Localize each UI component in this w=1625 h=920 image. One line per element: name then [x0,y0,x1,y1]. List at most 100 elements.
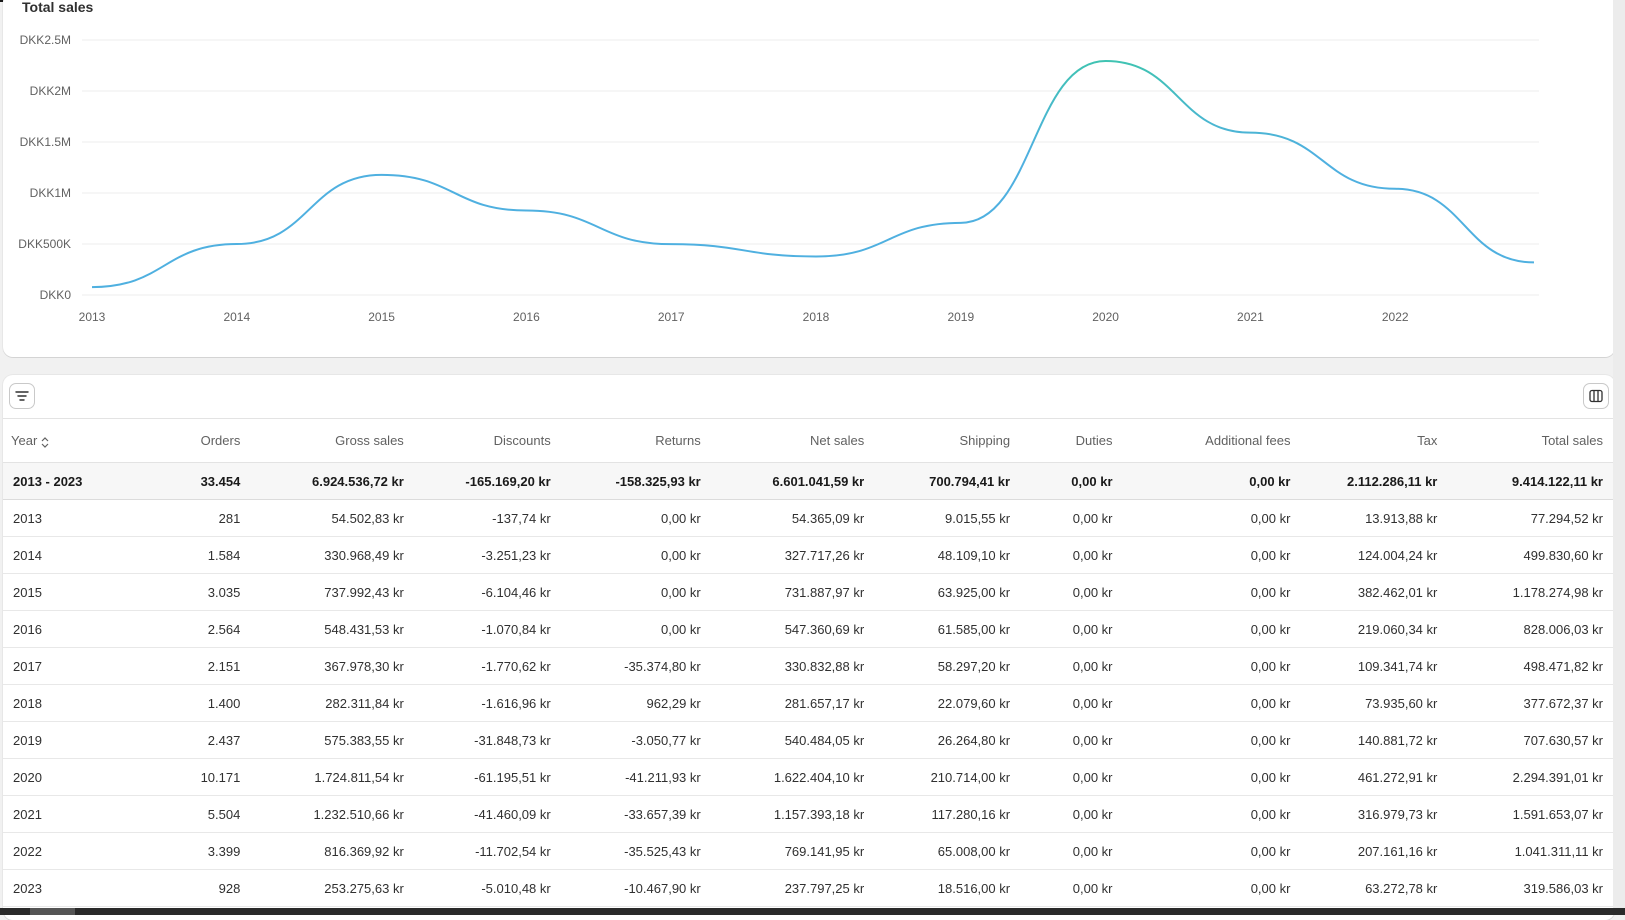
table-cell: 330.968,49 kr [252,536,416,574]
x-tick-label: 2019 [947,310,974,324]
data-point-2019[interactable] [958,220,964,226]
x-tick-label: 2013 [79,310,106,324]
columns-button[interactable] [1583,383,1609,409]
y-tick-label: DKK1.5M [20,135,71,149]
horizontal-scrollbar-thumb[interactable] [30,908,75,915]
data-point-2016[interactable] [523,208,529,214]
table-cell: 0,00 kr [562,610,713,648]
column-header-net-sales[interactable]: Net sales [712,419,877,463]
vertical-scrollbar[interactable] [1613,0,1625,908]
table-cell: 1.724.811,54 kr [252,758,416,796]
table-cell: -1.070,84 kr [415,610,563,648]
table-cell: 1.400 [132,684,253,722]
table-cell: -3.251,23 kr [415,536,563,574]
table-body: 2013 - 2023 33.454 6.924.536,72 kr -165.… [3,462,1615,907]
table-cell: 9.015,55 kr [876,499,1023,537]
table-row[interactable]: 2016 2.564 548.431,53 kr -1.070,84 kr 0,00 k… [3,610,1615,648]
table-cell: 2022 [3,832,133,870]
table-cell: -41.460,09 kr [415,795,563,833]
table-cell: 3.035 [132,573,253,611]
total-cell: -158.325,93 kr [562,462,713,500]
table-row[interactable]: 2017 2.151 367.978,30 kr -1.770,62 kr -35.37… [3,647,1615,685]
table-cell: 2016 [3,610,133,648]
column-header-orders[interactable]: Orders [132,419,253,463]
column-header-year[interactable]: Year [3,419,133,463]
table-row[interactable]: 2022 3.399 816.369,92 kr -11.702,54 kr -35.5… [3,832,1615,870]
table-cell: 2023 [3,869,133,907]
total-cell: 2013 - 2023 [3,462,133,500]
table-cell: 548.431,53 kr [252,610,416,648]
table-cell: 0,00 kr [1022,647,1125,685]
x-tick-label: 2017 [658,310,685,324]
filter-icon [15,391,29,401]
table-cell: 63.925,00 kr [876,573,1023,611]
data-point-2017[interactable] [668,241,674,247]
table-row[interactable]: 2015 3.035 737.992,43 kr -6.104,46 kr 0,00 k… [3,573,1615,611]
y-tick-label: DKK1M [30,186,71,200]
table-row[interactable]: 2013 281 54.502,83 kr -137,74 kr 0,00 kr 54.3… [3,499,1615,537]
table-row[interactable]: 2018 1.400 282.311,84 kr -1.616,96 kr 962,29… [3,684,1615,722]
data-point-2014[interactable] [234,241,240,247]
table-row[interactable]: 2019 2.437 575.383,55 kr -31.848,73 kr -3.05… [3,721,1615,759]
data-point-2023[interactable] [1531,259,1537,265]
data-point-2020[interactable] [1103,58,1109,64]
table-cell: 2.294.391,01 kr [1449,758,1615,796]
total-cell: 0,00 kr [1022,462,1125,500]
total-sales-series-line[interactable] [91,59,1535,289]
table-cell: 731.887,97 kr [712,573,877,611]
table-cell: 499.830,60 kr [1449,536,1615,574]
table-row[interactable]: 2021 5.504 1.232.510,66 kr -41.460,09 kr -33… [3,795,1615,833]
data-point-2021[interactable] [1247,130,1253,136]
data-point-2013[interactable] [89,284,95,290]
table-cell: 377.672,37 kr [1449,684,1615,722]
table-cell: 1.178.274,98 kr [1449,573,1615,611]
horizontal-scrollbar[interactable] [0,908,1625,915]
table-cell: -1.616,96 kr [415,684,563,722]
table-cell: 0,00 kr [1022,610,1125,648]
column-header-tax[interactable]: Tax [1302,419,1450,463]
table-cell: 1.041.311,11 kr [1449,832,1615,870]
table-cell: 65.008,00 kr [876,832,1023,870]
table-cell: 2019 [3,721,133,759]
table-cell: 575.383,55 kr [252,721,416,759]
table-cell: 816.369,92 kr [252,832,416,870]
total-sales-line-chart: DKK0 DKK500K DKK1M DKK1.5M DKK2M DKK2.5M 2013 2… [18,33,1539,324]
data-point-2022[interactable] [1392,186,1398,192]
table-cell: 0,00 kr [1022,795,1125,833]
table-cell: 18.516,00 kr [876,869,1023,907]
table-cell: 124.004,24 kr [1302,536,1450,574]
table-cell: 2.564 [132,610,253,648]
total-cell: 9.414.122,11 kr [1449,462,1615,500]
column-header-total-sales[interactable]: Total sales [1449,419,1615,463]
table-row[interactable]: 2020 10.171 1.724.811,54 kr -61.195,51 kr -4… [3,758,1615,796]
column-header-discounts[interactable]: Discounts [415,419,563,463]
table-cell: 0,00 kr [1124,869,1303,907]
table-cell: 0,00 kr [562,536,713,574]
table-cell: 2021 [3,795,133,833]
total-cell: 6.601.041,59 kr [712,462,877,500]
table-cell: 2017 [3,647,133,685]
table-cell: 2020 [3,758,133,796]
table-row[interactable]: 2023 928 253.275,63 kr -5.010,48 kr -10.467,… [3,869,1615,907]
table-cell: 54.365,09 kr [712,499,877,537]
table-cell: 73.935,60 kr [1302,684,1450,722]
y-tick-label: DKK2M [30,84,71,98]
column-header-shipping[interactable]: Shipping [876,419,1023,463]
column-header-returns[interactable]: Returns [562,419,713,463]
table-cell: 2015 [3,573,133,611]
sort-icon[interactable] [41,436,49,448]
table-cell: 0,00 kr [1124,795,1303,833]
table-row[interactable]: 2014 1.584 330.968,49 kr -3.251,23 kr 0,00 k… [3,536,1615,574]
table-cell: 210.714,00 kr [876,758,1023,796]
column-header-duties[interactable]: Duties [1022,419,1125,463]
x-tick-label: 2016 [513,310,540,324]
filter-button[interactable] [9,383,35,409]
data-point-2015[interactable] [379,172,385,178]
column-header-gross-sales[interactable]: Gross sales [252,419,416,463]
data-point-2018[interactable] [813,253,819,259]
table-cell: 13.913,88 kr [1302,499,1450,537]
table-cell: -1.770,62 kr [415,647,563,685]
table-cell: -5.010,48 kr [415,869,563,907]
table-cell: 319.586,03 kr [1449,869,1615,907]
column-header-additional-fees[interactable]: Additional fees [1124,419,1303,463]
